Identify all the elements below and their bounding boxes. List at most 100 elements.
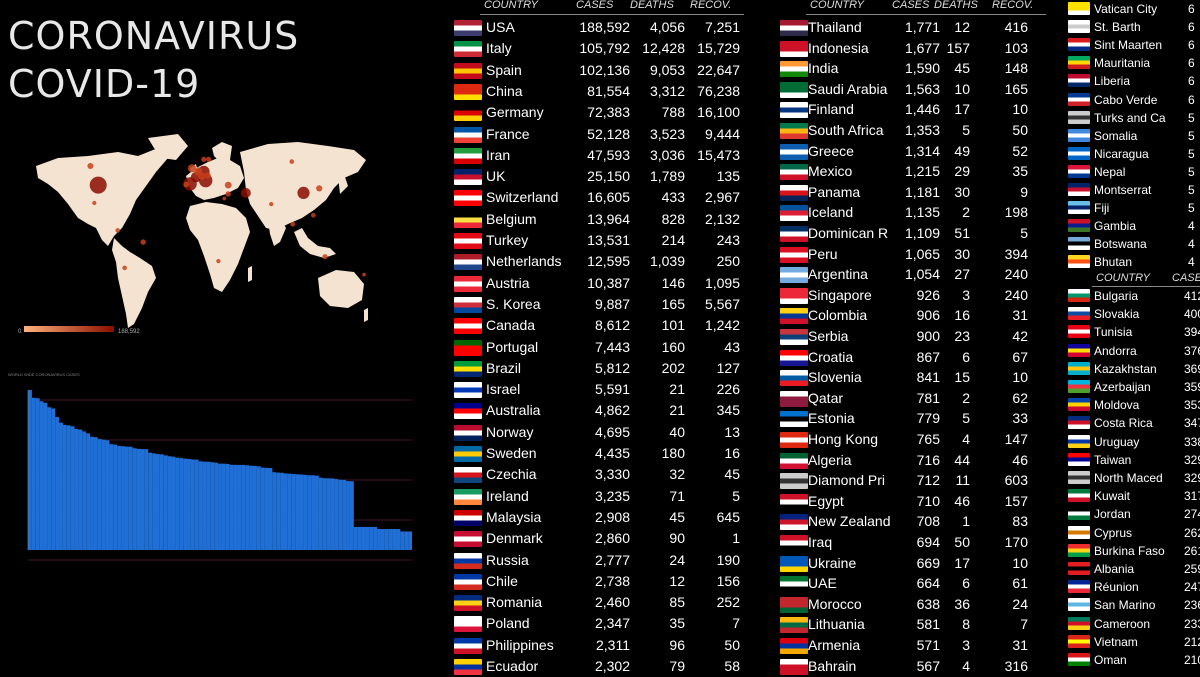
bar bbox=[35, 398, 40, 550]
bar bbox=[284, 473, 288, 550]
deaths-value: 180 bbox=[661, 445, 685, 461]
table-row: Algeria 716 44 46 bbox=[772, 450, 1050, 471]
country-name: Canada bbox=[486, 317, 536, 334]
country-name: Taiwan bbox=[1094, 452, 1132, 467]
country-name: Cameroon bbox=[1094, 616, 1151, 631]
country-name: Lithuania bbox=[808, 616, 865, 633]
table-row: Cyprus 262 bbox=[1060, 524, 1200, 542]
deaths-value: 3 bbox=[962, 637, 970, 653]
country-name: Tunisia bbox=[1094, 325, 1133, 340]
cases-value: 400 bbox=[1184, 307, 1200, 322]
map-bubble bbox=[224, 181, 232, 189]
country-name: France bbox=[486, 125, 530, 142]
bar bbox=[334, 479, 339, 550]
deaths-value: 23 bbox=[954, 328, 970, 344]
deaths-value: 157 bbox=[946, 39, 970, 56]
country-name: Czechia bbox=[486, 466, 537, 483]
bar bbox=[229, 464, 234, 550]
bar bbox=[377, 529, 381, 550]
flag-icon bbox=[1068, 361, 1090, 375]
recovered-value: 35 bbox=[1012, 163, 1028, 180]
bar bbox=[117, 446, 122, 550]
deaths-value: 71 bbox=[669, 487, 685, 504]
flag-icon bbox=[780, 535, 808, 551]
bar bbox=[113, 444, 118, 550]
country-name: Bulgaria bbox=[1094, 289, 1139, 303]
deaths-value: 10 bbox=[954, 80, 970, 97]
country-name: Gambia bbox=[1094, 219, 1137, 234]
country-name: Denmark bbox=[486, 530, 543, 547]
table-row: Costa Rica 347 bbox=[1060, 414, 1200, 432]
country-name: Morocco bbox=[808, 595, 862, 612]
flag-icon bbox=[780, 370, 808, 387]
cases-value: 781 bbox=[916, 389, 940, 406]
flag-icon bbox=[780, 81, 808, 98]
table-row: Bulgaria 412 bbox=[1060, 287, 1200, 305]
bar bbox=[171, 456, 176, 550]
country-name: Bahrain bbox=[808, 657, 857, 674]
country-name: Liberia bbox=[1094, 74, 1131, 89]
flag-icon bbox=[454, 169, 482, 186]
recovered-value: 416 bbox=[1004, 19, 1028, 35]
bar bbox=[303, 474, 308, 550]
country-name: Saudi Arabia bbox=[808, 80, 888, 97]
table-row: Réunion 247 bbox=[1060, 578, 1200, 596]
flag-icon bbox=[454, 637, 482, 654]
deaths-value: 6 bbox=[962, 575, 970, 592]
bar bbox=[214, 462, 219, 550]
table-row: Diamond Pri 712 11 603 bbox=[772, 470, 1050, 491]
cases-value: 261 bbox=[1184, 543, 1200, 558]
bar bbox=[237, 464, 242, 550]
flag-icon bbox=[454, 509, 482, 526]
bar bbox=[315, 475, 319, 550]
table-row: Burkina Faso 261 bbox=[1060, 542, 1200, 560]
deaths-value: 5 bbox=[962, 122, 970, 138]
country-name: Portugal bbox=[486, 338, 539, 355]
bar bbox=[128, 446, 133, 550]
bar bbox=[93, 437, 98, 550]
cases-value: 906 bbox=[916, 307, 940, 324]
bar bbox=[206, 461, 211, 550]
bar bbox=[144, 449, 149, 550]
cases-value: 4 bbox=[1188, 237, 1195, 252]
flag-icon bbox=[454, 446, 482, 462]
country-name: Peru bbox=[808, 245, 838, 262]
map-bubble bbox=[289, 159, 295, 164]
country-name: Kuwait bbox=[1094, 489, 1131, 504]
flag-icon bbox=[1068, 653, 1090, 666]
deaths-value: 15 bbox=[954, 369, 970, 386]
recovered-value: 1,242 bbox=[704, 317, 740, 334]
flag-icon bbox=[1068, 289, 1090, 302]
deaths-value: 202 bbox=[661, 359, 685, 376]
recovered-value: 10 bbox=[1012, 369, 1028, 386]
table-row: Denmark 2,860 90 1 bbox=[440, 528, 752, 549]
country-name: Somalia bbox=[1094, 128, 1138, 143]
flag-icon bbox=[1068, 489, 1090, 503]
table-row: Ukraine 669 17 10 bbox=[772, 553, 1050, 574]
cases-value: 329 bbox=[1184, 452, 1200, 467]
table-row: Nepal 5 bbox=[1060, 163, 1200, 181]
deaths-value: 146 bbox=[661, 274, 685, 291]
flag-icon bbox=[454, 552, 482, 569]
country-name: USA bbox=[486, 19, 515, 35]
table-row: Gambia 4 bbox=[1060, 217, 1200, 235]
table-row: France 52,128 3,523 9,444 bbox=[440, 124, 752, 145]
table-row: Canada 8,612 101 1,242 bbox=[440, 315, 752, 336]
country-name: Argentina bbox=[808, 266, 868, 283]
flag-icon bbox=[454, 339, 482, 356]
cases-value: 6 bbox=[1188, 92, 1195, 107]
bar bbox=[392, 529, 397, 550]
table-row: Bhutan 4 bbox=[1060, 253, 1200, 271]
cases-value: 669 bbox=[916, 554, 940, 571]
deaths-value: 30 bbox=[954, 183, 970, 200]
flag-icon bbox=[454, 211, 482, 228]
country-name: New Zealand bbox=[808, 513, 891, 530]
recovered-value: 250 bbox=[716, 253, 740, 270]
flag-icon bbox=[1068, 307, 1090, 321]
table-row: Netherlands 12,595 1,039 250 bbox=[440, 251, 752, 272]
flag-icon bbox=[1068, 201, 1090, 215]
cases-value: 567 bbox=[916, 657, 940, 674]
country-name: Croatia bbox=[808, 348, 854, 365]
cases-value: 236 bbox=[1184, 598, 1200, 613]
recovered-value: 243 bbox=[716, 232, 740, 248]
